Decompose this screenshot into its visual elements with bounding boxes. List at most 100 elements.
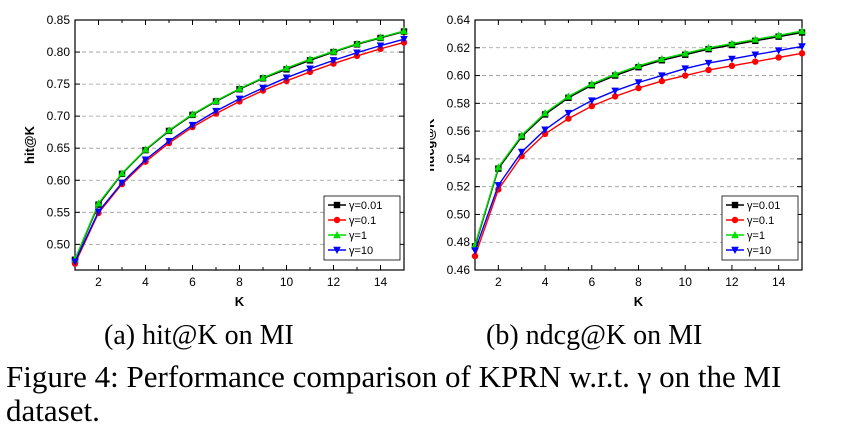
- x-tick-label: 2: [495, 275, 502, 289]
- series-2: [471, 27, 806, 249]
- legend-marker: [731, 216, 739, 224]
- data-point: [541, 109, 549, 117]
- data-point: [775, 54, 782, 61]
- y-tick-label: 0.62: [447, 41, 471, 55]
- legend-label: γ=0.1: [349, 215, 376, 227]
- data-point: [494, 182, 503, 190]
- data-point: [165, 126, 173, 134]
- data-point: [798, 43, 806, 51]
- data-point: [235, 95, 244, 103]
- data-point: [400, 36, 408, 44]
- legend-label: γ=1: [747, 230, 765, 242]
- data-point: [353, 39, 361, 47]
- data-point: [635, 84, 642, 92]
- y-tick-label: 0.46: [447, 263, 471, 277]
- data-point: [728, 55, 736, 63]
- data-point: [471, 247, 479, 255]
- data-point: [798, 27, 806, 35]
- data-point: [588, 102, 595, 110]
- data-point: [118, 179, 126, 187]
- subfigure-caption-a: (a) hit@K on MI: [104, 320, 294, 351]
- data-point: [681, 49, 690, 57]
- series-3: [71, 36, 408, 266]
- x-tick-label: 14: [374, 275, 388, 289]
- y-tick-label: 0.65: [47, 141, 71, 155]
- subfigure-caption-b: (b) ndcg@K on MI: [486, 320, 703, 351]
- data-point: [353, 49, 361, 57]
- x-tick-label: 8: [236, 275, 243, 289]
- data-point: [564, 92, 573, 100]
- data-point: [634, 79, 643, 87]
- data-point: [704, 59, 713, 68]
- hit-at-k-chart: 0.50 0.55 0.60 0.65 0.70 0.75 0.80 0.85 2 4 6 8 10 12…: [22, 13, 408, 309]
- data-point: [141, 156, 150, 164]
- data-point: [728, 39, 736, 47]
- data-point: [751, 51, 760, 59]
- x-tick-label: 4: [142, 275, 149, 289]
- data-point: [774, 47, 783, 55]
- x-tick-label: 4: [542, 275, 549, 289]
- data-point: [587, 97, 596, 105]
- data-point: [658, 54, 666, 63]
- y-tick-label: 0.55: [47, 205, 71, 219]
- data-point: [188, 121, 197, 130]
- x-axis-label: K: [634, 294, 644, 309]
- y-tick-label: 0.60: [47, 173, 71, 187]
- data-point: [165, 137, 173, 146]
- data-point: [376, 33, 385, 41]
- series-3: [471, 43, 806, 255]
- data-point: [541, 126, 549, 134]
- data-point: [494, 163, 503, 171]
- data-point: [212, 96, 220, 104]
- x-tick-label: 12: [725, 275, 739, 289]
- data-point: [282, 64, 291, 72]
- series-1: [471, 50, 806, 260]
- data-point: [752, 58, 759, 65]
- y-tick-label: 0.54: [447, 152, 471, 166]
- y-tick-label: 0.85: [47, 13, 71, 27]
- legend-label: γ=0.1: [747, 215, 774, 227]
- data-point: [235, 84, 244, 92]
- x-tick-label: 10: [679, 275, 693, 289]
- x-axis-label: K: [235, 294, 245, 309]
- legend-label: γ=10: [349, 245, 373, 257]
- data-point: [517, 131, 526, 139]
- x-tick-label: 6: [189, 275, 196, 289]
- data-point: [400, 26, 408, 35]
- data-point: [188, 110, 197, 118]
- data-point: [658, 72, 666, 80]
- data-point: [517, 148, 526, 156]
- legend-marker: [333, 216, 341, 224]
- data-point: [71, 258, 79, 266]
- series-2: [71, 26, 408, 263]
- data-point: [705, 66, 712, 74]
- x-tick-label: 14: [772, 275, 786, 289]
- data-point: [774, 31, 783, 39]
- figure-caption: Figure 4: Performance comparison of KPRN…: [6, 359, 782, 428]
- legend-marker: [333, 201, 341, 209]
- data-point: [541, 130, 549, 138]
- data-point: [682, 72, 689, 79]
- data-point: [329, 47, 338, 55]
- data-point: [681, 65, 690, 73]
- data-point: [94, 208, 103, 216]
- y-tick-label: 0.80: [47, 45, 71, 59]
- legend-label: γ=10: [747, 245, 771, 257]
- data-point: [141, 145, 150, 153]
- x-tick-label: 2: [95, 275, 102, 289]
- y-tick-label: 0.75: [47, 77, 71, 91]
- data-point: [471, 252, 479, 260]
- y-axis-label: ndcg@K: [430, 118, 437, 172]
- legend-label: γ=0.01: [349, 200, 382, 212]
- legend-marker: [333, 246, 341, 254]
- x-tick-label: 10: [280, 275, 294, 289]
- legend-marker: [731, 231, 739, 239]
- legend-marker: [333, 231, 341, 239]
- data-point: [94, 199, 103, 207]
- y-tick-label: 0.50: [47, 237, 71, 251]
- data-point: [634, 61, 643, 70]
- y-tick-label: 0.48: [447, 235, 471, 249]
- legend-label: γ=1: [349, 230, 367, 242]
- data-point: [704, 43, 713, 51]
- data-point: [611, 93, 619, 100]
